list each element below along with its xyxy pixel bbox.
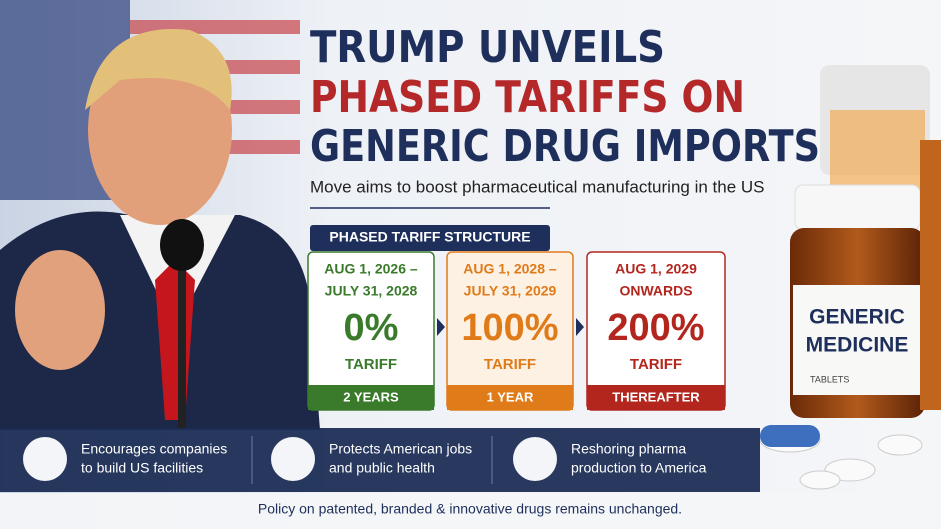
phase-duration: THEREAFTER	[612, 389, 700, 404]
benefit-text: Protects American jobs	[329, 441, 472, 457]
speaker-photo	[0, 29, 320, 430]
benefit-text: production to America	[571, 460, 707, 476]
headline: TRUMP UNVEILS	[310, 22, 665, 73]
benefit-text: and public health	[329, 460, 435, 476]
arrow	[576, 318, 584, 336]
phase-period: JULY 31, 2028	[325, 283, 418, 299]
bottle-caption: TABLETS	[810, 374, 849, 384]
tariff-cards: AUG 1, 2026 – JULY 31, 2028 0% TARIFF 2 YEAR…	[307, 251, 726, 411]
phase-rate: 0%	[344, 307, 399, 349]
phase-period: AUG 1, 2026 –	[324, 261, 418, 277]
phase-period: ONWARDS	[619, 283, 692, 299]
headline: GENERIC DRUG IMPORTS	[310, 121, 820, 172]
benefit-text: Encourages companies	[81, 441, 227, 457]
bottle-label: MEDICINE	[806, 334, 909, 357]
footer: Policy on patented, branded & innovative…	[258, 501, 682, 517]
phase-period: JULY 31, 2029	[464, 283, 557, 299]
pill-bottle: GENERIC MEDICINE TABLETS	[790, 65, 941, 418]
section-banner	[310, 225, 550, 251]
duration-band	[447, 385, 573, 410]
phase-label: TARIFF	[630, 356, 682, 373]
phase-rate: 200%	[607, 307, 704, 349]
footer-bar	[0, 493, 941, 529]
phase-duration: 2 YEARS	[343, 389, 399, 404]
phase-label: TARIFF	[484, 356, 536, 373]
benefit-icon	[271, 437, 315, 481]
benefit-icon	[513, 437, 557, 481]
benefit-text: to build US facilities	[81, 460, 203, 476]
phase-label: TARIFF	[345, 356, 397, 373]
arrow	[437, 318, 445, 336]
pills	[759, 425, 923, 490]
duration-band	[587, 385, 725, 410]
headline: PHASED TARIFFS ON	[310, 72, 745, 123]
benefit-bar	[0, 428, 760, 492]
bottle-label: GENERIC	[809, 306, 905, 329]
phase-period: AUG 1, 2028 –	[463, 261, 557, 277]
benefit-text: Reshoring pharma	[571, 441, 686, 457]
phase-rate: 100%	[461, 307, 558, 349]
section-title: PHASED TARIFF STRUCTURE	[329, 229, 530, 245]
subtitle: Move aims to boost pharmaceutical manufa…	[310, 177, 765, 196]
phase-period: AUG 1, 2029	[615, 261, 697, 277]
benefit-icon	[23, 437, 67, 481]
duration-band	[308, 385, 434, 410]
phase-duration: 1 YEAR	[487, 389, 534, 404]
benefits: Encourages companies to build US faciliti…	[23, 437, 707, 481]
